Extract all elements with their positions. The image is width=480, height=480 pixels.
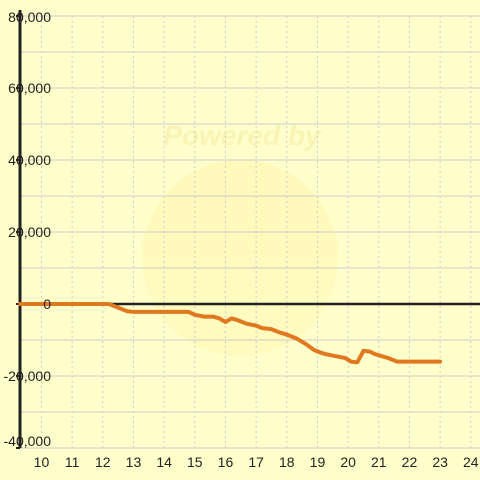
y-tick-label-0: -40,000 xyxy=(4,433,52,449)
y-tick-label-4: 40,000 xyxy=(8,152,51,168)
y-tick-label-3: 20,000 xyxy=(8,224,51,240)
x-tick-label-3: 13 xyxy=(126,454,142,470)
x-tick-label-2: 12 xyxy=(95,454,111,470)
x-tick-labels: 10 11 12 13 14 15 16 17 18 19 20 21 22 23 24 xyxy=(34,454,479,470)
x-tick-label-13: 23 xyxy=(432,454,448,470)
x-tick-label-4: 14 xyxy=(156,454,172,470)
watermark-logo-icon xyxy=(142,160,338,356)
x-tick-label-9: 19 xyxy=(310,454,326,470)
y-tick-label-2: 0 xyxy=(43,296,51,312)
y-tick-label-6: 80,000 xyxy=(8,9,51,25)
watermark-text: Powered by xyxy=(163,120,322,151)
x-tick-label-10: 20 xyxy=(340,454,356,470)
x-tick-label-14: 24 xyxy=(463,454,479,470)
watermark: Powered by xyxy=(142,120,338,356)
y-tick-label-1: -20,000 xyxy=(4,368,52,384)
x-tick-label-0: 10 xyxy=(34,454,50,470)
x-tick-label-7: 17 xyxy=(248,454,264,470)
x-tick-label-8: 18 xyxy=(279,454,295,470)
x-tick-label-5: 15 xyxy=(187,454,203,470)
x-tick-label-1: 11 xyxy=(65,454,80,470)
x-tick-label-6: 16 xyxy=(218,454,234,470)
x-tick-label-11: 21 xyxy=(371,454,387,470)
series-line-0 xyxy=(18,302,443,365)
x-tick-label-12: 22 xyxy=(402,454,418,470)
y-tick-labels: -40,000 -20,000 0 20,000 40,000 60,000 80,000 xyxy=(4,9,52,449)
major-gridlines xyxy=(20,15,480,449)
series-layer xyxy=(18,302,443,365)
y-tick-label-5: 60,000 xyxy=(8,80,51,96)
